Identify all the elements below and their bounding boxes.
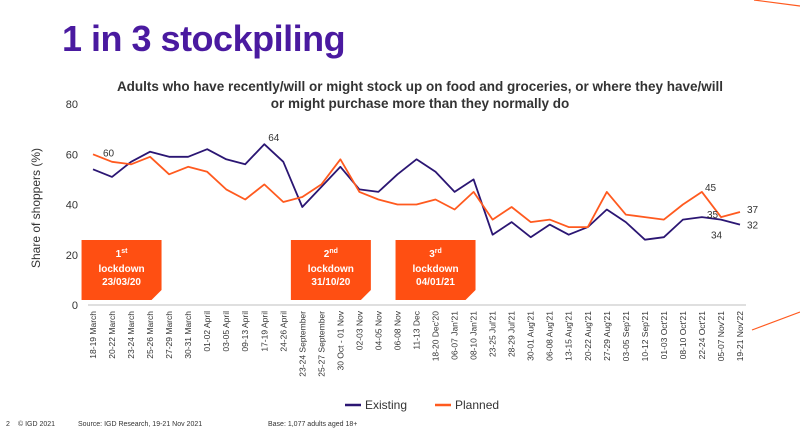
- series-line-planned: [92, 153, 741, 229]
- x-tick-label: 06-07 Jan'21: [450, 311, 460, 360]
- lockdown-date: 31/10/20: [311, 277, 350, 288]
- data-label: 35: [707, 210, 719, 221]
- x-tick-label: 11-13 Dec: [412, 310, 422, 349]
- lockdown-number: 1st: [116, 248, 128, 260]
- series-line-existing: [92, 143, 741, 241]
- x-tick-label: 05-07 Nov'21: [716, 311, 726, 362]
- data-label: 32: [747, 221, 759, 232]
- x-tick-label: 09-13 April: [240, 311, 250, 352]
- y-axis-label: Share of shoppers (%): [29, 148, 43, 268]
- y-tick-label: 80: [66, 99, 78, 111]
- data-label: 37: [747, 205, 759, 216]
- x-tick-label: 06-08 Aug'21: [545, 311, 555, 361]
- x-tick-label: 17-19 April: [259, 311, 269, 352]
- x-tick-label: 27-29 Aug'21: [602, 311, 612, 361]
- lockdown-number: 3rd: [429, 248, 442, 260]
- lockdown-label: lockdown: [98, 264, 144, 275]
- corner-decoration: [753, 0, 800, 7]
- x-tick-label: 27-29 March: [164, 311, 174, 359]
- x-tick-label: 13-15 Aug'21: [564, 311, 574, 361]
- x-tick-label: 30-31 March: [183, 311, 193, 359]
- x-tick-label: 18-20 Dec'20: [431, 311, 441, 362]
- copyright: © IGD 2021: [18, 421, 56, 428]
- x-tick-label: 23-25 Jul'21: [488, 311, 498, 357]
- x-tick-label: 01-03 Oct'21: [659, 311, 669, 360]
- page-headline: 1 in 3 stockpiling: [62, 18, 346, 59]
- source-note: Source: IGD Research, 19-21 Nov 2021: [78, 421, 203, 428]
- chart-title: Adults who have recently/will or might s…: [116, 79, 724, 111]
- x-tick-label: 24-26 April: [278, 311, 288, 352]
- x-tick-label: 19-21 Nov'22: [735, 311, 745, 362]
- y-tick-label: 60: [66, 149, 78, 161]
- x-tick-label: 08-10 Jan'21: [469, 311, 479, 360]
- corner-decoration: [751, 311, 800, 331]
- page-number: 2: [6, 421, 10, 428]
- lockdown-date: 04/01/21: [416, 277, 455, 288]
- lockdown-box: [290, 240, 371, 300]
- lockdown-box: [81, 240, 162, 300]
- legend-label: Planned: [455, 398, 499, 412]
- x-tick-label: 20-22 March: [107, 311, 117, 359]
- x-tick-label: 01-02 April: [202, 311, 212, 352]
- x-tick-label: 25-27 September: [316, 311, 326, 377]
- x-tick-label: 04-05 Nov: [373, 310, 383, 350]
- x-tick-label: 23-24 March: [126, 311, 136, 359]
- lockdown-date: 23/03/20: [102, 277, 141, 288]
- x-tick-label: 10-12 Sep'21: [640, 311, 650, 362]
- x-tick-label: 20-22 Aug'21: [583, 311, 593, 361]
- lockdown-box: [395, 240, 476, 300]
- x-tick-label: 08-10 Oct'21: [678, 311, 688, 360]
- x-tick-label: 22-24 Oct'21: [697, 311, 707, 360]
- data-label: 60: [103, 148, 115, 159]
- y-tick-label: 20: [66, 250, 78, 262]
- lockdown-number: 2nd: [324, 248, 338, 260]
- data-label: 34: [711, 231, 723, 242]
- x-tick-label: 28-29 Jul'21: [507, 311, 517, 357]
- x-tick-label: 03-05 April: [221, 311, 231, 352]
- x-tick-label: 03-05 Sep'21: [621, 311, 631, 362]
- y-tick-label: 40: [66, 200, 78, 212]
- lockdown-label: lockdown: [308, 264, 354, 275]
- lockdown-label: lockdown: [412, 264, 458, 275]
- data-label: 64: [268, 133, 280, 144]
- x-tick-label: 23-24 September: [297, 311, 307, 377]
- x-tick-label: 25-26 March: [145, 311, 155, 359]
- y-tick-label: 0: [72, 300, 78, 312]
- x-tick-label: 06-08 Nov: [392, 310, 402, 350]
- x-tick-label: 30 Oct - 01 Nov: [335, 310, 345, 370]
- x-tick-label: 30-01 Aug'21: [526, 311, 536, 361]
- x-tick-label: 18-19 March: [88, 311, 98, 359]
- base-note: Base: 1,077 adults aged 18+: [268, 421, 358, 428]
- x-tick-label: 02-03 Nov: [354, 310, 364, 350]
- legend-label: Existing: [365, 398, 407, 412]
- data-label: 45: [705, 183, 717, 194]
